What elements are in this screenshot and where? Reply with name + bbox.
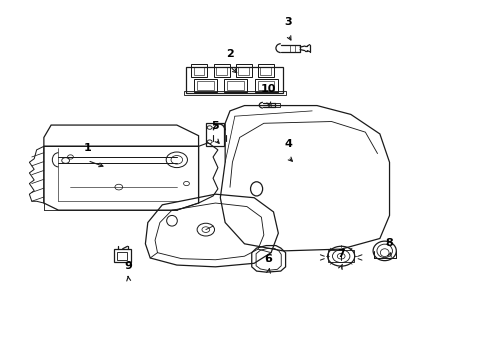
- Text: 2: 2: [225, 49, 233, 59]
- Bar: [216, 67, 226, 76]
- Bar: [238, 67, 248, 76]
- Bar: [183, 91, 285, 95]
- Bar: [205, 123, 224, 146]
- Bar: [224, 78, 247, 92]
- Bar: [117, 252, 127, 260]
- Bar: [193, 67, 204, 76]
- Text: 3: 3: [284, 17, 291, 27]
- Text: 9: 9: [124, 261, 132, 271]
- Bar: [226, 81, 244, 90]
- Bar: [275, 103, 280, 107]
- Bar: [213, 64, 229, 77]
- Bar: [235, 64, 251, 77]
- Text: 5: 5: [211, 121, 219, 131]
- Bar: [254, 78, 277, 92]
- Text: 4: 4: [284, 139, 291, 149]
- Bar: [193, 78, 217, 92]
- Bar: [191, 64, 207, 77]
- Bar: [257, 81, 274, 90]
- Bar: [186, 67, 283, 93]
- Bar: [258, 64, 273, 77]
- Text: 1: 1: [83, 143, 91, 153]
- Text: 8: 8: [385, 238, 393, 248]
- Text: 7: 7: [337, 249, 345, 259]
- Bar: [114, 249, 131, 262]
- Text: 6: 6: [264, 255, 272, 264]
- Text: 10: 10: [261, 84, 276, 94]
- Bar: [327, 250, 353, 262]
- Bar: [260, 67, 270, 76]
- Text: D: D: [264, 257, 270, 263]
- Bar: [196, 81, 213, 90]
